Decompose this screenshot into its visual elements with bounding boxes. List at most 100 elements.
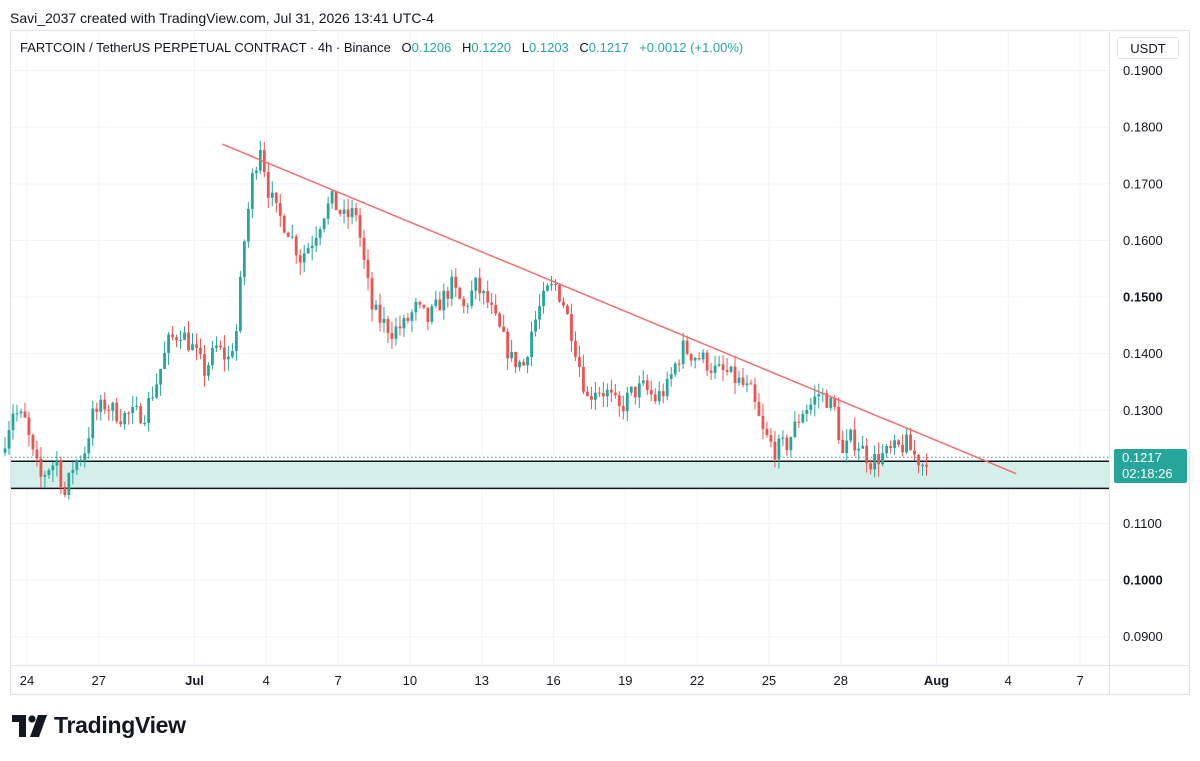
candle-body-up [526,357,529,366]
candle-body-up [518,361,522,368]
candle-body-up [813,396,817,405]
candle-body-up [163,352,166,369]
x-tick-label: 13 [474,673,488,688]
candle-body-down [901,444,904,453]
candle-body-down [649,390,653,395]
candle-body-up [382,318,386,323]
support-zone [11,461,1109,489]
candle-body-down [761,415,765,429]
candle-body-down [917,454,920,466]
candle-body-down [426,307,430,322]
candle-body-down [697,358,701,360]
candle-body-down [621,406,625,412]
candle-body-up [693,358,697,361]
candle-body-down [438,299,442,311]
candle-body-down [478,277,482,294]
candle-body-down [390,333,394,339]
candle-body-down [219,345,222,348]
chart-frame[interactable] [10,30,1190,695]
candle-body-up [861,445,865,449]
candle-body-down [386,318,390,334]
candle-body-down [913,450,916,455]
candle-body-up [234,331,238,352]
candle-body-down [769,435,773,442]
candle-body-up [849,429,853,441]
candle-body-up [67,472,71,496]
candle-body-down [677,363,681,365]
candle-body-up [250,173,254,209]
chart-attribution: Savi_2037 created with TradingView.com, … [10,10,434,26]
candle-body-down [709,370,713,373]
brand-name: TradingView [54,712,186,738]
candle-body-up [183,332,186,340]
candle-body-up [246,208,250,242]
candle-body-up [350,208,354,218]
x-tick-label: 22 [690,673,704,688]
candle-body-down [498,313,502,327]
candle-body-down [358,215,362,238]
candle-body-down [661,391,665,397]
candle-body-up [625,392,629,412]
candle-body-down [869,463,873,470]
candle-body-up [11,413,15,431]
candle-body-down [458,287,462,299]
candle-body-up [885,445,889,454]
candle-body-down [578,357,581,367]
tradingview-brand[interactable]: TradingView [12,712,186,739]
candle-body-up [681,340,685,365]
candle-body-down [103,399,107,410]
low-label: L [521,40,530,55]
x-tick-label: 24 [20,673,34,688]
candle-body-down [889,445,892,448]
candle-body-up [191,344,194,351]
candle-body-down [95,408,99,412]
candle-body-up [342,209,346,214]
candle-body-down [797,421,801,423]
change-value: +0.0012 (+1.00%) [639,40,744,55]
candle-body-down [370,278,374,310]
candle-body-down [418,301,422,305]
candle-body-down [601,393,605,397]
candle-body-down [127,412,131,414]
candle-body-up [921,464,924,466]
candle-body-down [609,389,613,393]
y-tick-label: 0.1900 [1123,63,1163,78]
currency-button[interactable]: USDT [1117,37,1179,59]
x-tick-label: 25 [762,673,776,688]
y-tick-label: 0.0900 [1123,629,1163,644]
candle-body-down [294,236,298,256]
candle-body-up [306,248,310,254]
x-tick-label: 4 [263,673,270,688]
candle-body-up [805,410,809,414]
close-value: 0.1217 [588,40,629,55]
candle-body-up [789,437,793,451]
candle-body-down [613,392,617,396]
last-price-value: 0.1217 [1122,450,1162,465]
candle-body-down [566,305,569,315]
candle-body-up [873,453,877,470]
candle-body-up [238,276,242,332]
candle-body-down [506,331,510,359]
candle-body-up [254,170,258,174]
candle-body-down [590,396,593,400]
candle-body-down [175,337,178,341]
candle-body-up [893,440,896,448]
y-tick-label: 0.1800 [1123,120,1163,135]
candle-body-up [79,459,83,461]
candle-body-up [550,284,553,286]
candle-body-up [542,290,545,307]
bar-countdown: 02:18:26 [1122,466,1173,481]
x-tick-label: 4 [1005,673,1012,688]
candle-body-down [378,304,382,323]
candle-body-up [801,413,805,423]
candle-body-up [330,191,334,204]
candle-body-down [334,191,338,211]
x-tick-label: Aug [924,673,949,688]
candle-body-up [530,331,533,358]
candle-body-up [43,475,47,477]
y-tick-label: 0.1700 [1123,176,1163,191]
candle-body-down [633,386,637,398]
candle-body-down [721,364,725,371]
candle-body-down [462,298,466,307]
